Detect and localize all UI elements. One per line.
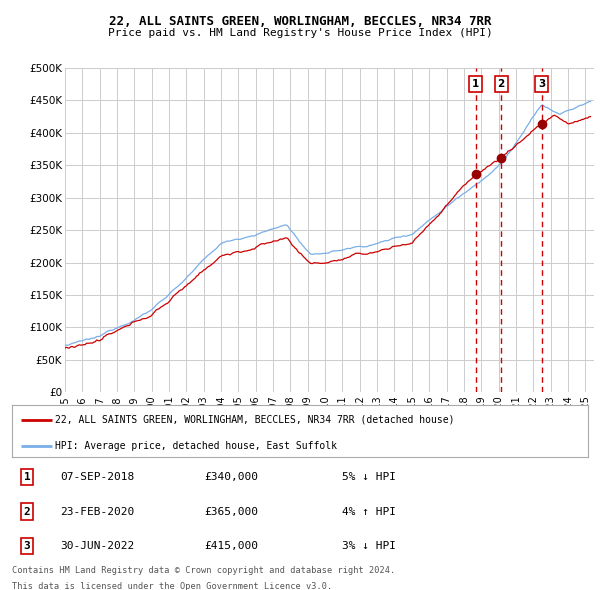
Text: 3: 3 [538, 79, 545, 89]
Text: 3% ↓ HPI: 3% ↓ HPI [342, 541, 396, 550]
Text: 22, ALL SAINTS GREEN, WORLINGHAM, BECCLES, NR34 7RR (detached house): 22, ALL SAINTS GREEN, WORLINGHAM, BECCLE… [55, 415, 455, 425]
Text: 2: 2 [23, 507, 31, 516]
Text: 2: 2 [497, 79, 505, 89]
Text: 23-FEB-2020: 23-FEB-2020 [60, 507, 134, 516]
Text: 22, ALL SAINTS GREEN, WORLINGHAM, BECCLES, NR34 7RR: 22, ALL SAINTS GREEN, WORLINGHAM, BECCLE… [109, 15, 491, 28]
Text: Price paid vs. HM Land Registry's House Price Index (HPI): Price paid vs. HM Land Registry's House … [107, 28, 493, 38]
Text: 3: 3 [23, 541, 31, 550]
Text: 5% ↓ HPI: 5% ↓ HPI [342, 473, 396, 482]
Text: 07-SEP-2018: 07-SEP-2018 [60, 473, 134, 482]
Text: 4% ↑ HPI: 4% ↑ HPI [342, 507, 396, 516]
Text: 30-JUN-2022: 30-JUN-2022 [60, 541, 134, 550]
Text: This data is licensed under the Open Government Licence v3.0.: This data is licensed under the Open Gov… [12, 582, 332, 590]
Text: £340,000: £340,000 [204, 473, 258, 482]
Text: £365,000: £365,000 [204, 507, 258, 516]
Text: 1: 1 [472, 79, 479, 89]
Text: HPI: Average price, detached house, East Suffolk: HPI: Average price, detached house, East… [55, 441, 337, 451]
Text: £415,000: £415,000 [204, 541, 258, 550]
Text: 1: 1 [23, 473, 31, 482]
Text: Contains HM Land Registry data © Crown copyright and database right 2024.: Contains HM Land Registry data © Crown c… [12, 566, 395, 575]
